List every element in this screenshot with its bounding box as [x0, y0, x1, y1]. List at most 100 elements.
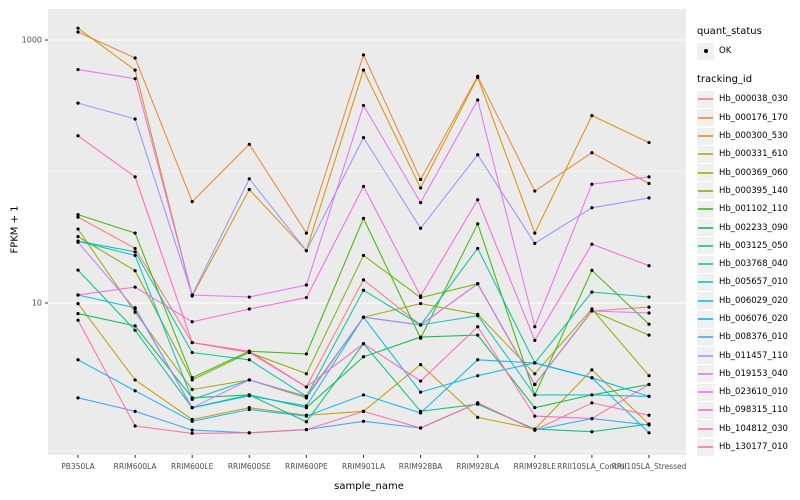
data-point [533, 189, 537, 193]
legend-item-tracking-id: Hb_000176_170 [697, 109, 799, 127]
data-point [419, 390, 423, 394]
data-point [247, 407, 251, 412]
legend-key-box [697, 347, 714, 365]
legend: quant_status OK tracking_id Hb_000038_03… [697, 26, 799, 456]
legend-key-box [697, 42, 714, 60]
legend-key-box [697, 328, 714, 346]
data-point [647, 322, 651, 326]
x-tick-label: RRII105LA_Stressed [612, 462, 687, 471]
legend-key-box [697, 365, 714, 383]
data-point [304, 249, 308, 253]
legend-item-label: OK [719, 46, 732, 57]
point-marker-icon [703, 49, 708, 54]
x-tick-label: PB350LA [61, 462, 95, 471]
legend-title-quant-status: quant_status [697, 26, 762, 37]
data-point [476, 415, 480, 419]
data-point [476, 282, 480, 286]
data-point [647, 413, 651, 417]
data-point [76, 240, 80, 244]
data-point [76, 227, 80, 231]
legend-key-box [697, 420, 714, 438]
legend-item-tracking-id: Hb_000369_060 [697, 163, 799, 182]
legend-item-label: Hb_023610_010 [719, 387, 788, 398]
legend-line-swatch [698, 171, 713, 174]
data-point [590, 309, 594, 313]
data-point [133, 424, 137, 428]
data-point [133, 175, 137, 179]
legend-item-tracking-id: Hb_098315_110 [697, 401, 799, 419]
legend-key-box [697, 237, 714, 255]
legend-item-label: Hb_005657_010 [719, 277, 788, 288]
data-point [304, 404, 308, 408]
data-point [419, 323, 423, 327]
data-point [304, 372, 308, 376]
data-point [190, 293, 194, 297]
legend-line-swatch [698, 318, 713, 320]
data-point [533, 414, 537, 418]
data-point [361, 68, 366, 72]
legend-line-swatch [698, 281, 713, 284]
legend-item-tracking-id: Hb_104812_030 [697, 420, 799, 438]
data-point [361, 278, 366, 282]
legend-item-ok: OK [697, 42, 799, 60]
legend-line-swatch [698, 116, 713, 119]
data-point [476, 358, 480, 362]
legend-key-box [697, 109, 714, 127]
data-point [647, 181, 651, 186]
data-point [533, 361, 537, 365]
data-point [190, 431, 194, 435]
legend-item-tracking-id: Hb_006029_020 [697, 292, 799, 310]
data-point [190, 387, 194, 392]
data-point [304, 414, 308, 418]
data-point [361, 253, 366, 258]
legend-item-tracking-id: Hb_011457_110 [697, 346, 799, 365]
plot-panel [48, 9, 686, 455]
data-point [133, 328, 137, 332]
data-point [647, 423, 651, 427]
data-point [247, 394, 251, 398]
legend-line-swatch [698, 208, 713, 211]
y-tick-label: 10 [32, 299, 42, 308]
legend-item-tracking-id: Hb_130177_010 [697, 438, 799, 456]
data-point [419, 411, 423, 415]
data-point [247, 295, 251, 299]
data-point [190, 419, 194, 423]
data-point [476, 333, 480, 337]
data-point [590, 368, 594, 372]
data-point [133, 56, 137, 60]
data-point [247, 187, 251, 192]
legend-item-tracking-id: Hb_003125_050 [697, 237, 799, 255]
data-point [533, 393, 537, 397]
data-point [76, 134, 80, 138]
data-point [76, 293, 80, 297]
legend-line-swatch [698, 409, 713, 412]
x-tick-label: RRIM600PE [285, 462, 328, 471]
data-point [76, 234, 80, 239]
data-point [76, 30, 80, 34]
legend-line-swatch [698, 98, 713, 101]
data-point [533, 241, 537, 245]
data-point [76, 301, 80, 306]
data-point [76, 215, 80, 219]
x-tick-label: RRIM901LA [342, 462, 386, 471]
data-point [476, 153, 480, 157]
data-point [76, 396, 80, 400]
data-point [590, 268, 594, 272]
data-point [419, 201, 423, 205]
legend-item-tracking-id: Hb_023610_010 [697, 383, 799, 401]
legend-item-label: Hb_001102_110 [719, 204, 788, 215]
legend-item-tracking-id: Hb_006076_020 [697, 310, 799, 328]
data-point [419, 294, 423, 298]
data-point [647, 196, 651, 200]
data-point [76, 268, 80, 272]
data-point [590, 430, 594, 434]
data-point [419, 335, 423, 339]
legend-item-label: Hb_104812_030 [719, 423, 788, 434]
data-point [304, 420, 308, 424]
data-point [533, 325, 537, 329]
data-point [133, 409, 137, 413]
legend-item-label: Hb_000176_170 [719, 112, 788, 123]
data-point [133, 307, 137, 311]
legend-key-box [697, 310, 714, 328]
